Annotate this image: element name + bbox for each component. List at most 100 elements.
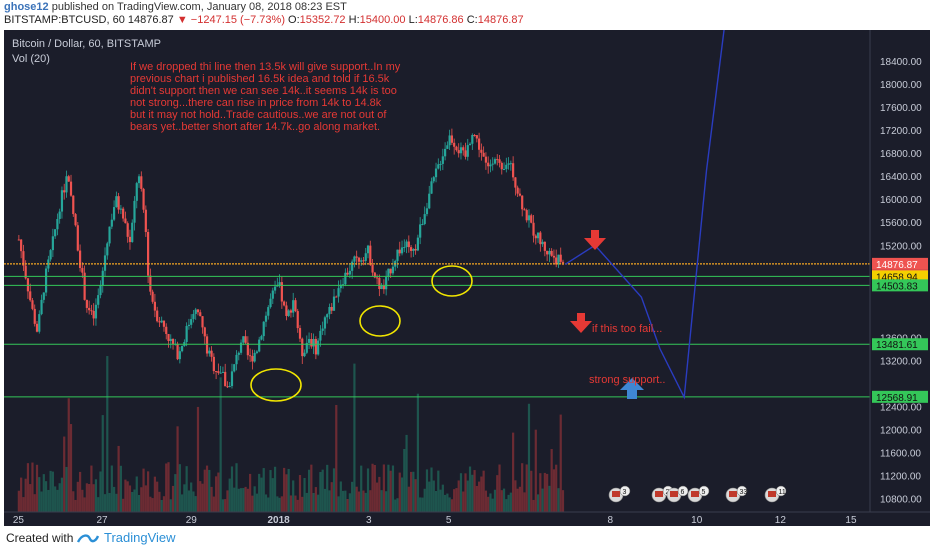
candle-body <box>509 163 512 165</box>
event-flag[interactable]: 11 <box>764 485 787 503</box>
volume-bar <box>56 489 59 512</box>
symbol-label: BITSTAMP:BTCUSD, 60 <box>4 14 125 26</box>
candle-body <box>389 268 392 274</box>
candle-body <box>491 163 494 165</box>
volume-bar <box>323 488 327 512</box>
chart-panel[interactable]: 18400.00 18000.00 17600.00 17200.00 16800.00… <box>4 0 930 526</box>
event-flag[interactable]: 6 <box>666 485 689 503</box>
tradingview-link[interactable]: TradingView <box>104 530 176 545</box>
event-flags[interactable]: 32653311 <box>608 485 787 503</box>
candle-body <box>307 338 311 343</box>
candle-body <box>527 215 531 221</box>
volume-bar <box>47 489 50 512</box>
candle-body <box>78 250 82 268</box>
candle-body <box>271 290 274 299</box>
volume-bar <box>97 497 100 512</box>
volume-bar <box>448 497 451 512</box>
volume-bar <box>514 480 517 512</box>
candle-body <box>165 326 168 334</box>
candle-body <box>33 308 36 324</box>
candle-body <box>464 150 467 157</box>
candle-body <box>292 300 295 313</box>
candle-body <box>40 299 43 315</box>
candle-body <box>330 307 333 311</box>
candle-body <box>317 340 320 355</box>
candle-body <box>523 209 526 211</box>
candle-body <box>419 224 422 238</box>
us-flag-icon <box>612 491 620 497</box>
candle-body <box>360 260 363 262</box>
candle-body <box>280 282 283 302</box>
volume-bar <box>174 474 177 512</box>
candle-body <box>146 232 150 276</box>
volume-bar <box>400 477 404 512</box>
event-flag[interactable]: 5 <box>687 485 710 503</box>
candle-body <box>219 372 222 374</box>
volume-bar <box>108 493 111 512</box>
volume-bar <box>362 490 365 512</box>
candle-body <box>17 239 20 241</box>
candle-body <box>328 307 331 315</box>
candle-body <box>85 299 88 308</box>
candle-body <box>217 371 220 373</box>
volume-bar <box>167 462 170 512</box>
candle-body <box>335 296 338 298</box>
candle-body <box>144 209 147 233</box>
candle-body <box>459 147 463 154</box>
volume-bar <box>303 477 306 512</box>
volume-bar <box>119 465 122 512</box>
volume-bar <box>103 494 107 512</box>
volume-bar <box>491 498 494 512</box>
candle-body <box>341 284 345 286</box>
volume-bar <box>146 471 150 512</box>
volume-bar <box>115 493 118 512</box>
support-levels <box>4 263 870 398</box>
volume-bar <box>258 473 261 512</box>
volume-bar <box>314 487 317 512</box>
event-flag[interactable]: 3 <box>608 485 631 503</box>
highlight-circles <box>250 265 473 402</box>
volume-bar <box>210 486 213 512</box>
volume-bar <box>81 489 84 512</box>
us-flag-icon <box>655 491 663 497</box>
candle-body <box>521 195 524 210</box>
candle-body <box>471 135 474 144</box>
volume-bar <box>224 499 227 512</box>
price-chart[interactable]: 18400.00 18000.00 17600.00 17200.00 16800.00… <box>4 0 930 526</box>
candle-body <box>126 223 129 237</box>
candle-body <box>475 135 478 139</box>
volume-bar <box>283 467 286 512</box>
volume-bar <box>466 480 469 512</box>
volume-bar <box>301 496 304 512</box>
volume-bar <box>480 476 483 512</box>
volume-bar <box>559 414 562 512</box>
volume-bar <box>38 477 41 512</box>
volume-bar <box>453 489 456 512</box>
flag-count-bubble <box>736 485 748 497</box>
close-label: C: <box>466 14 478 26</box>
volume-bar <box>69 424 73 512</box>
volume-bar <box>133 489 136 512</box>
volume-bar <box>419 497 422 512</box>
up-arrow-icon <box>620 378 644 399</box>
volume-bar <box>278 497 281 512</box>
candle-body <box>405 241 408 248</box>
volume-bar <box>512 432 515 512</box>
created-with-label: Created with <box>6 531 74 545</box>
author-link[interactable]: ghose12 <box>4 1 49 13</box>
candle-body <box>122 208 125 219</box>
volume-bar <box>122 498 125 512</box>
volume-bar <box>101 415 104 512</box>
volume-bar <box>509 492 512 512</box>
volume-bar <box>335 404 338 512</box>
candle-body <box>224 371 227 387</box>
candle-body <box>468 143 472 146</box>
candle-body <box>428 193 431 209</box>
volume-bar <box>439 489 442 512</box>
event-flag[interactable]: 33 <box>725 485 748 503</box>
volume-bar <box>264 494 268 512</box>
candle-body <box>24 265 27 279</box>
note-line: previous chart i published 16.5k idea an… <box>130 73 390 85</box>
candle-body <box>398 249 401 254</box>
volume-bar <box>76 481 79 512</box>
